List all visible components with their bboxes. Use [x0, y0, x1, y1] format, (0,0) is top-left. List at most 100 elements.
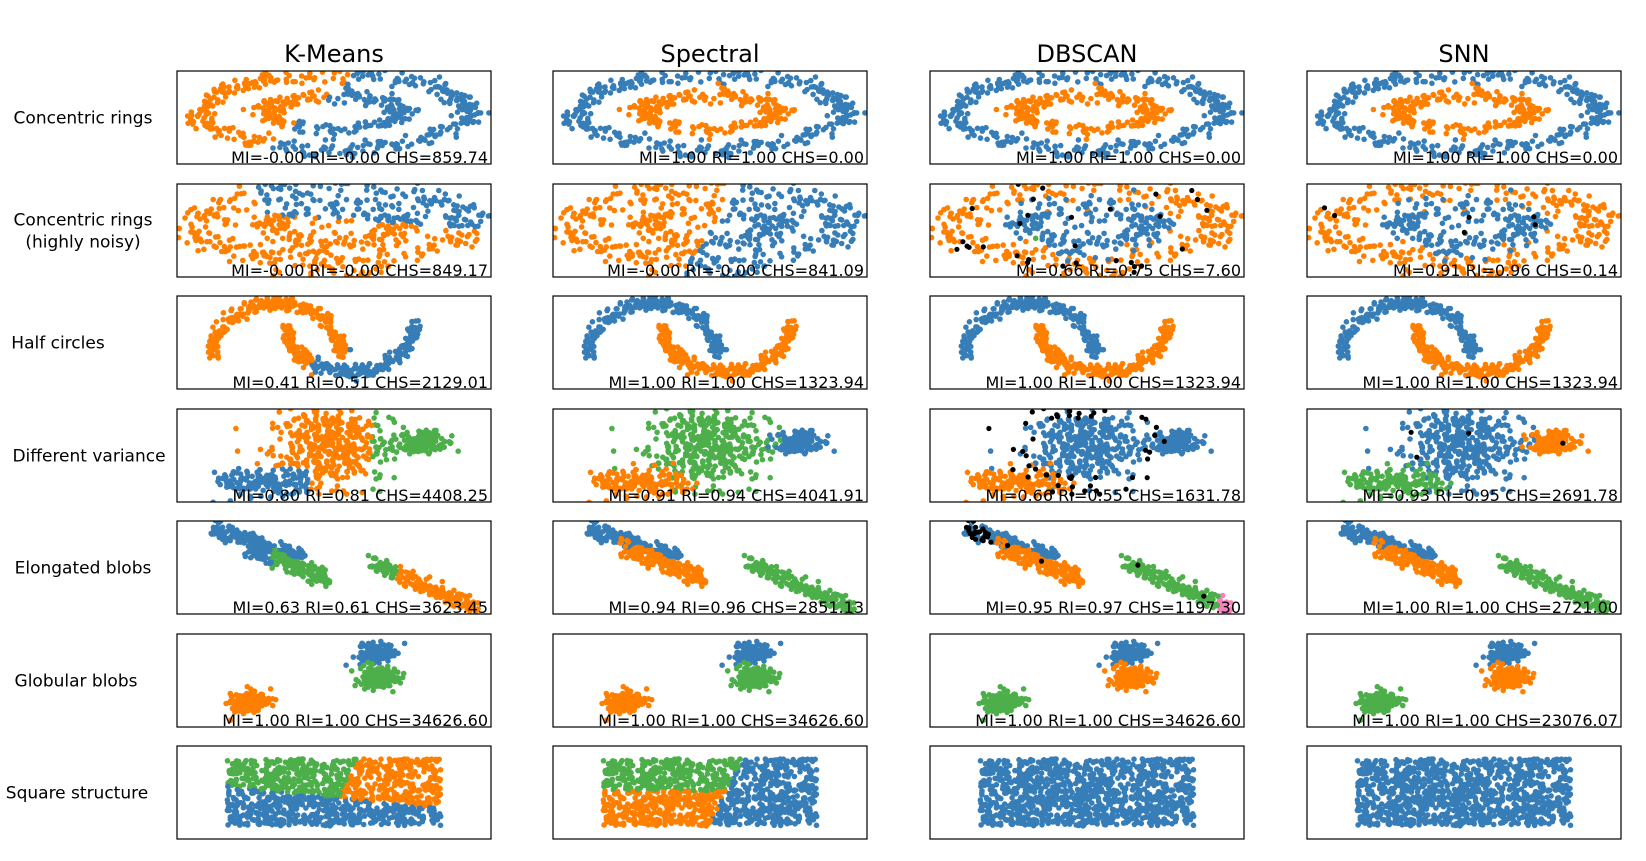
data-point: [1096, 218, 1103, 224]
data-point: [1544, 184, 1551, 186]
data-point: [1061, 191, 1067, 197]
data-point: [1052, 143, 1058, 150]
data-point: [847, 112, 854, 118]
data-point: [1307, 234, 1312, 241]
data-point: [818, 191, 825, 197]
data-point: [287, 254, 294, 260]
data-point: [364, 184, 370, 189]
data-point: [775, 138, 782, 144]
data-point: [1334, 208, 1340, 214]
data-point: [745, 229, 751, 235]
data-point: [405, 143, 411, 150]
data-point: [758, 139, 764, 146]
data-point: [1510, 231, 1517, 238]
data-point: [350, 72, 357, 79]
data-point: [1566, 74, 1573, 80]
data-point: [1010, 75, 1017, 82]
data-point: [702, 185, 708, 192]
data-point: [1494, 273, 1500, 277]
data-point: [1190, 131, 1196, 137]
data-point: [1134, 95, 1140, 102]
data-point: [335, 192, 342, 199]
data-point: [587, 243, 593, 249]
data-point: [1392, 72, 1399, 78]
data-point: [385, 223, 392, 229]
data-point: [221, 125, 228, 132]
data-point: [293, 184, 299, 188]
data-point: [1506, 71, 1512, 77]
data-point: [277, 144, 283, 151]
data-point: [1184, 242, 1190, 248]
data-point: [585, 115, 591, 122]
data-point: [721, 85, 727, 91]
data-point: [1334, 120, 1340, 127]
data-point: [1494, 88, 1500, 95]
data-point: [1440, 196, 1446, 203]
data-point: [1062, 220, 1069, 227]
data-point: [632, 134, 639, 141]
data-point: [464, 222, 471, 229]
data-point: [1459, 266, 1466, 272]
data-point: [382, 139, 389, 146]
data-point: [779, 76, 786, 83]
data-point: [675, 143, 681, 150]
panel-concentric-rings-snn: MI=1.00 RI=1.00 CHS=0.00: [1306, 70, 1622, 167]
data-point: [278, 184, 284, 188]
data-point: [370, 206, 377, 213]
data-point: [295, 95, 302, 101]
data-point: [749, 97, 755, 103]
data-point: [298, 344, 305, 350]
data-point: [402, 132, 409, 139]
data-point: [376, 223, 382, 229]
data-point: [1438, 272, 1444, 277]
data-point: [1087, 201, 1093, 207]
data-point: [260, 230, 267, 236]
data-point: [364, 88, 370, 95]
data-point: [1037, 223, 1044, 229]
data-point: [980, 197, 987, 203]
noise-point: [1131, 269, 1137, 275]
data-point: [979, 84, 985, 90]
data-point: [1200, 239, 1207, 245]
data-point: [1162, 80, 1168, 87]
data-point: [586, 196, 592, 203]
data-point: [251, 138, 257, 144]
data-point: [1058, 206, 1064, 212]
data-point: [752, 117, 759, 123]
data-point: [413, 225, 419, 231]
data-point: [300, 262, 306, 268]
data-point: [1395, 115, 1402, 122]
data-point: [308, 232, 314, 239]
data-point: [362, 124, 369, 130]
data-point: [400, 103, 407, 110]
data-point: [235, 318, 242, 324]
data-point: [217, 329, 223, 336]
data-point: [1467, 150, 1473, 157]
data-point: [1519, 219, 1526, 225]
data-point: [386, 349, 393, 356]
data-point: [212, 329, 218, 335]
data-point: [389, 202, 395, 209]
metric-label: MI=-0.00 RI=-0.00 CHS=859.74: [231, 148, 488, 167]
data-point: [226, 84, 232, 90]
data-point: [682, 249, 688, 255]
data-point: [329, 266, 336, 272]
panel-frame: [176, 70, 492, 165]
data-point: [1401, 79, 1408, 85]
data-point: [1438, 191, 1444, 197]
data-point: [1097, 71, 1104, 78]
data-point: [1531, 230, 1538, 237]
data-point: [1189, 74, 1196, 80]
data-point: [1209, 230, 1215, 236]
data-point: [423, 202, 430, 209]
data-point: [1049, 190, 1056, 197]
data-point: [317, 322, 324, 329]
data-point: [342, 148, 349, 154]
data-point: [1380, 111, 1386, 118]
data-point: [1110, 175, 1116, 181]
data-point: [1444, 266, 1450, 273]
data-point: [1422, 262, 1428, 269]
data-point: [738, 137, 744, 143]
data-point: [1421, 228, 1428, 235]
data-point: [1423, 242, 1430, 248]
